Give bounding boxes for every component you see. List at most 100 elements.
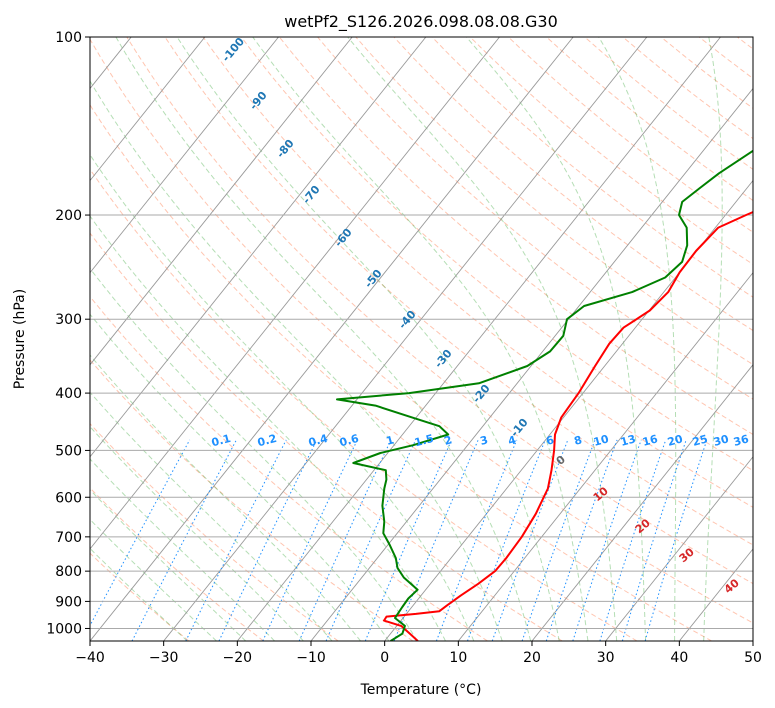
mixing-ratio-label: 0.2 xyxy=(256,432,278,450)
dry-adiabat-line xyxy=(240,37,753,472)
y-tick-label: 400 xyxy=(55,386,82,402)
x-tick-label: −20 xyxy=(223,650,253,666)
dry-adiabat-line xyxy=(90,38,753,624)
y-tick-label: 900 xyxy=(55,594,82,610)
mixing-ratio-label: 2 xyxy=(443,433,454,448)
mixing-ratio-label: 3 xyxy=(479,433,490,448)
isotherm-line xyxy=(0,37,58,641)
y-axis-label: Pressure (hPa) xyxy=(12,289,28,389)
moist-adiabat-line xyxy=(90,425,304,641)
moist-adiabat-line xyxy=(90,458,275,641)
y-tick-label: 700 xyxy=(55,530,82,546)
moist-adiabat-line xyxy=(703,37,723,641)
isotherm-line xyxy=(531,364,753,641)
mixing-ratio-line xyxy=(491,439,569,641)
x-axis-label: Temperature (°C) xyxy=(360,682,482,698)
mixing-ratio-line xyxy=(325,439,417,641)
isotherm-line xyxy=(752,640,753,641)
y-tick-label: 600 xyxy=(55,490,82,506)
plot-background xyxy=(90,37,753,641)
dry-adiabat-line xyxy=(545,37,753,202)
profile-series xyxy=(336,149,753,641)
mixing-ratio-line xyxy=(90,439,191,627)
mixing-ratio-label: 30 xyxy=(712,432,730,449)
mixing-ratio-line xyxy=(364,439,453,641)
isotherm-line xyxy=(605,456,753,641)
mixing-ratio-line xyxy=(185,439,287,641)
isotherm-line xyxy=(90,37,206,182)
x-tick-label: 20 xyxy=(523,650,541,666)
moist-adiabat-line xyxy=(466,37,647,641)
dry-adiabat-line xyxy=(355,37,753,366)
dry-adiabat-line xyxy=(90,295,488,641)
plot-frame xyxy=(89,36,754,642)
isotherm-line xyxy=(310,87,753,641)
x-tick-label: 40 xyxy=(670,650,688,666)
x-tick-label: 50 xyxy=(744,650,762,666)
mixing-ratio-line xyxy=(298,439,392,641)
dry-adiabat-line xyxy=(622,37,753,140)
mixing-ratio-label: 4 xyxy=(507,433,518,448)
moist-adiabat-line xyxy=(176,37,560,641)
mixing-ratio-line xyxy=(521,439,596,641)
dry-adiabat-line xyxy=(90,422,339,641)
y-tick-label: 800 xyxy=(55,564,82,580)
isotherm-line xyxy=(457,271,753,641)
moist-adiabat-line xyxy=(90,80,503,641)
x-tick-label: 10 xyxy=(449,650,467,666)
y-tick-label: 100 xyxy=(55,30,82,46)
mixing-ratio-label: 6 xyxy=(545,433,556,448)
moist-adiabat-line xyxy=(252,37,589,641)
mixing-ratio-label: 36 xyxy=(732,432,750,449)
temperature-profile-line xyxy=(383,211,753,641)
y-tick-label: 1000 xyxy=(46,621,82,637)
isotherm-line xyxy=(163,37,648,641)
mixing-ratio-label: 13 xyxy=(619,432,637,449)
dry-adiabat-line xyxy=(469,37,753,265)
x-tick-label: 0 xyxy=(380,650,389,666)
dry-adiabat-line xyxy=(202,37,753,508)
chart-title: wetPf2_S126.2026.098.08.08.G30 xyxy=(284,12,558,32)
mixing-ratio-label: 0.4 xyxy=(307,432,330,450)
x-tick-label: −30 xyxy=(149,650,179,666)
mixing-ratio-line xyxy=(599,439,667,641)
moist-adiabat-line xyxy=(115,37,532,641)
moist-adiabat-line xyxy=(90,215,446,641)
dry-adiabat-line xyxy=(90,359,414,641)
mixing-ratio-line xyxy=(621,439,687,641)
background-lines xyxy=(0,37,753,641)
mixing-ratio-line xyxy=(644,439,708,641)
x-tick-label: 30 xyxy=(597,650,615,666)
mixing-ratio-label: 25 xyxy=(691,432,709,449)
y-tick-label: 500 xyxy=(55,443,82,459)
x-tick-label: −40 xyxy=(75,650,105,666)
dry-adiabat-line xyxy=(393,37,753,332)
isotherm-line xyxy=(384,179,753,641)
x-tick-label: −10 xyxy=(296,650,326,666)
axes: −40 −30 −20 −10 0 10 20 30 40 5010020030040050060… xyxy=(46,30,762,666)
mixing-ratio-label: 0.1 xyxy=(210,432,232,450)
moist-adiabat-line xyxy=(90,391,333,641)
moist-adiabat-line xyxy=(90,489,247,641)
dewpoint-profile-line xyxy=(336,149,753,641)
isotherm-line xyxy=(236,37,721,641)
dry-adiabat-line xyxy=(126,37,753,585)
isotherm-line xyxy=(90,37,574,641)
mixing-ratio-label: 1 xyxy=(385,433,396,448)
moist-adiabat-line xyxy=(598,37,677,641)
mixing-ratio-label: 20 xyxy=(666,432,684,449)
dry-adiabat-line xyxy=(164,37,753,546)
y-tick-label: 200 xyxy=(55,208,82,224)
mixing-ratio-label: 0.6 xyxy=(338,432,361,450)
isotherm-line xyxy=(90,37,353,366)
y-tick-label: 300 xyxy=(55,312,82,328)
mixing-ratio-label: 16 xyxy=(641,432,659,449)
dry-adiabat-line xyxy=(316,37,753,400)
moist-adiabat-line xyxy=(90,267,418,641)
dry-adiabat-line xyxy=(278,37,753,436)
isotherm-line xyxy=(90,37,500,550)
isotherm-line xyxy=(90,37,279,274)
mixing-ratio-label: 1.5 xyxy=(413,432,435,450)
isotherm-line xyxy=(90,37,427,458)
